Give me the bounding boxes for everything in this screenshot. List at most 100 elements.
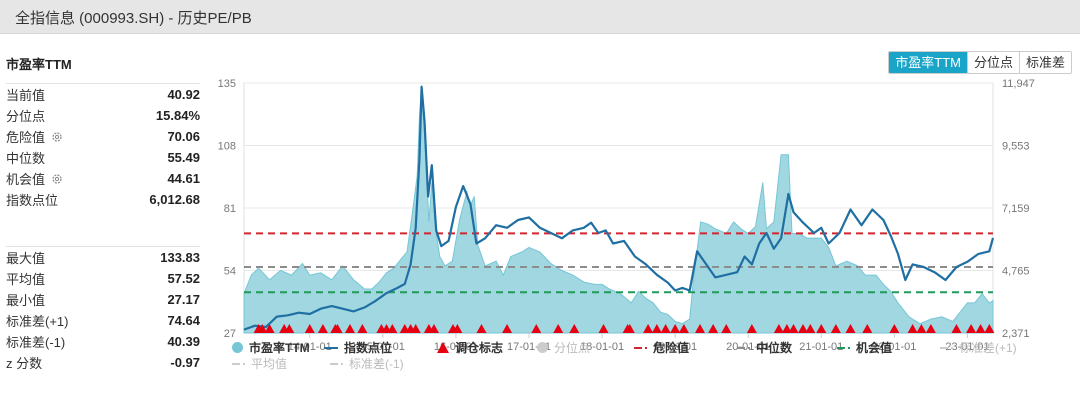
x-tick-label: 15-01-01 bbox=[361, 341, 405, 353]
stat-label-text: 中位数 bbox=[6, 151, 46, 166]
legend-item[interactable]: 指数点位 bbox=[324, 339, 392, 356]
stat-label: 最小值 bbox=[6, 290, 45, 309]
stat-value: 57.52 bbox=[167, 271, 200, 286]
rebalance-marker bbox=[410, 324, 421, 333]
y-left-tick: 81 bbox=[224, 203, 236, 215]
stat-label: 平均值 bbox=[6, 269, 45, 288]
x-tick-label: 21-01-01 bbox=[799, 341, 843, 353]
x-tick-label: 18-01-01 bbox=[580, 341, 624, 353]
toggle-percentile[interactable]: 分位点 bbox=[966, 52, 1019, 73]
gear-icon[interactable] bbox=[51, 131, 63, 143]
page-title: 全指信息 (000993.SH) - 历史PE/PB bbox=[15, 10, 252, 27]
rebalance-marker bbox=[862, 324, 873, 333]
x-tick-label: 19-01-01 bbox=[653, 341, 697, 353]
stat-value: 15.84% bbox=[155, 108, 200, 123]
stat-row: 机会值 44.61 bbox=[6, 168, 200, 189]
stat-label: 指数点位 bbox=[6, 190, 58, 209]
rebalance-marker bbox=[816, 324, 827, 333]
rebalance-marker bbox=[476, 324, 487, 333]
rebalance-marker bbox=[357, 324, 368, 333]
stat-label: 中位数 bbox=[6, 148, 45, 167]
y-right-tick: 7,159 bbox=[1002, 203, 1030, 215]
legend-item[interactable]: 市盈率TTM bbox=[232, 339, 310, 356]
gear-icon[interactable] bbox=[51, 173, 63, 185]
rebalance-marker bbox=[332, 324, 343, 333]
stat-row: 平均值 57.52 bbox=[6, 268, 200, 289]
stat-row: z 分数 -0.97 bbox=[6, 352, 200, 373]
rebalance-marker bbox=[304, 324, 315, 333]
legend-dot-icon bbox=[232, 342, 243, 353]
legend-label: 标准差(-1) bbox=[349, 357, 404, 371]
rebalance-marker bbox=[951, 324, 962, 333]
legend-item[interactable]: 分位点 bbox=[537, 339, 590, 356]
rebalance-marker bbox=[531, 324, 542, 333]
legend-dash-icon bbox=[232, 362, 245, 365]
legend-item[interactable]: 中位数 bbox=[737, 339, 792, 356]
legend-item[interactable]: 标准差(+1) bbox=[940, 339, 1017, 356]
y-right-tick: 2,371 bbox=[1002, 328, 1030, 340]
legend-label: 市盈率TTM bbox=[249, 341, 310, 355]
rebalance-marker bbox=[624, 324, 635, 333]
rebalance-marker bbox=[966, 324, 977, 333]
stat-value: 55.49 bbox=[167, 150, 200, 165]
legend-label: 调仓标志 bbox=[455, 341, 504, 355]
stat-label: 最大值 bbox=[6, 248, 45, 267]
y-right-tick: 4,765 bbox=[1002, 266, 1030, 278]
stat-value: -0.97 bbox=[170, 355, 200, 370]
legend-label: 指数点位 bbox=[344, 341, 393, 355]
x-tick-label: 23-01-01 bbox=[945, 341, 989, 353]
legend-label: 危险值 bbox=[653, 341, 690, 355]
toggle-std-dev[interactable]: 标准差 bbox=[1018, 52, 1071, 73]
rebalance-marker bbox=[845, 324, 856, 333]
stat-label-text: 最小值 bbox=[6, 293, 46, 308]
toggle-pe-ttm[interactable]: 市盈率TTM bbox=[889, 52, 967, 73]
stat-value: 27.17 bbox=[167, 292, 200, 307]
stat-label: 标准差(-1) bbox=[6, 332, 65, 351]
rebalance-marker bbox=[694, 324, 705, 333]
y-left-tick: 54 bbox=[224, 266, 236, 278]
pe-chart: 135 108 81 54 27 11,947 9,553 7,159 4,765 2,371 14… bbox=[200, 34, 1080, 411]
rebalance-marker bbox=[805, 324, 816, 333]
rebalance-marker bbox=[264, 324, 275, 333]
stat-label-text: 标准差(+1) bbox=[6, 314, 69, 329]
metric-title: 市盈率TTM bbox=[6, 57, 72, 72]
stat-label: z 分数 bbox=[6, 353, 42, 372]
legend-item[interactable]: 调仓标志 bbox=[437, 339, 503, 356]
rebalance-marker bbox=[452, 324, 463, 333]
stat-value: 40.92 bbox=[167, 87, 200, 102]
legend-label: 平均值 bbox=[251, 357, 288, 371]
rebalance-marker bbox=[889, 324, 900, 333]
stat-label: 分位点 bbox=[6, 106, 45, 125]
stat-label: 标准差(+1) bbox=[6, 311, 68, 330]
legend-item[interactable]: 标准差(-1) bbox=[330, 355, 404, 372]
stat-label-text: 最大值 bbox=[6, 251, 46, 266]
rebalance-marker bbox=[643, 324, 654, 333]
chart-canvas[interactable]: 135 108 81 54 27 11,947 9,553 7,159 4,765 2,371 14… bbox=[200, 34, 1080, 411]
stat-label: 当前值 bbox=[6, 85, 45, 104]
legend-item[interactable]: 危险值 bbox=[634, 339, 689, 356]
stat-label-text: 危险值 bbox=[6, 130, 46, 145]
y-right-tick: 9,553 bbox=[1002, 141, 1030, 153]
legend-dash-icon bbox=[737, 346, 750, 349]
legend-item[interactable]: 平均值 bbox=[232, 355, 287, 372]
y-left-tick: 27 bbox=[224, 328, 236, 340]
stat-row: 标准差(+1) 74.64 bbox=[6, 310, 200, 331]
index-line bbox=[243, 85, 995, 331]
stat-value: 6,012.68 bbox=[149, 192, 200, 207]
stat-value: 40.39 bbox=[167, 334, 200, 349]
rebalance-marker bbox=[428, 324, 439, 333]
stat-label-text: 机会值 bbox=[6, 172, 46, 187]
legend-item[interactable]: 机会值 bbox=[837, 339, 892, 356]
rebalance-marker bbox=[598, 324, 609, 333]
rebalance-marker bbox=[798, 324, 809, 333]
rebalance-marker bbox=[670, 324, 681, 333]
stat-label: 危险值 bbox=[6, 127, 63, 146]
rebalance-marker bbox=[344, 324, 355, 333]
stat-row: 最大值 133.83 bbox=[6, 247, 200, 268]
rebalance-marker bbox=[284, 324, 295, 333]
rebalance-marker bbox=[916, 324, 927, 333]
legend-dash-icon bbox=[837, 346, 850, 349]
rebalance-marker bbox=[257, 324, 268, 333]
legend-dash-icon bbox=[634, 346, 647, 349]
stat-row: 指数点位 6,012.68 bbox=[6, 189, 200, 210]
